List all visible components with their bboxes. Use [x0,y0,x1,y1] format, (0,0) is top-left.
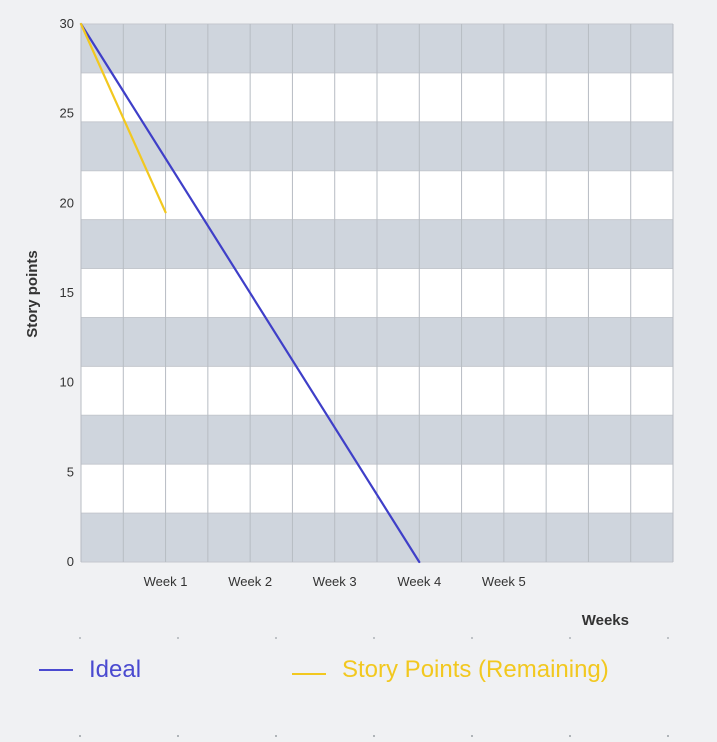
y-tick-label: 0 [67,554,74,569]
y-axis-ticks: 0 5 10 15 20 25 30 [60,16,74,569]
x-tick-label: Week 3 [313,574,357,589]
x-tick-label: Week 4 [397,574,441,589]
separator-dot [275,735,277,737]
separator-dot [373,637,375,639]
y-tick-label: 10 [60,375,74,390]
separator-dot [667,637,669,639]
y-tick-label: 5 [67,464,74,479]
series-line-story-points [79,22,167,214]
legend-swatch-ideal [39,669,73,671]
separator-dot [79,637,81,639]
y-tick-label: 15 [60,285,74,300]
legend-label-story-points: Story Points (Remaining) [342,656,609,683]
y-tick-label: 30 [60,16,74,31]
legend-swatch-story-points [292,673,326,675]
y-tick-label: 20 [60,195,74,210]
series-line-ideal [79,22,421,564]
separator-dot [569,735,571,737]
separator-dot [471,637,473,639]
separator-dot [79,735,81,737]
grid-lines [80,23,674,563]
legend-item-story-points[interactable]: Story Points (Remaining) [292,656,609,684]
x-tick-label: Week 1 [144,574,188,589]
y-axis-title: Story points [24,250,41,338]
x-tick-label: Week 2 [228,574,272,589]
y-tick-label: 25 [60,106,74,121]
separator-dot [667,735,669,737]
separator-dot [569,637,571,639]
legend-item-ideal[interactable]: Ideal [39,656,141,684]
x-tick-label: Week 5 [482,574,526,589]
legend-label-ideal: Ideal [89,656,142,683]
x-axis-title: Weeks [582,612,629,629]
separator-dot [177,637,179,639]
separator-dot [177,735,179,737]
series-lines [79,22,421,564]
separator-dot [373,735,375,737]
x-axis-ticks: Week 1 Week 2 Week 3 Week 4 Week 5 [144,574,526,589]
separator-dot [275,637,277,639]
legend: Ideal Story Points (Remaining) [0,640,717,740]
separator-dot [471,735,473,737]
